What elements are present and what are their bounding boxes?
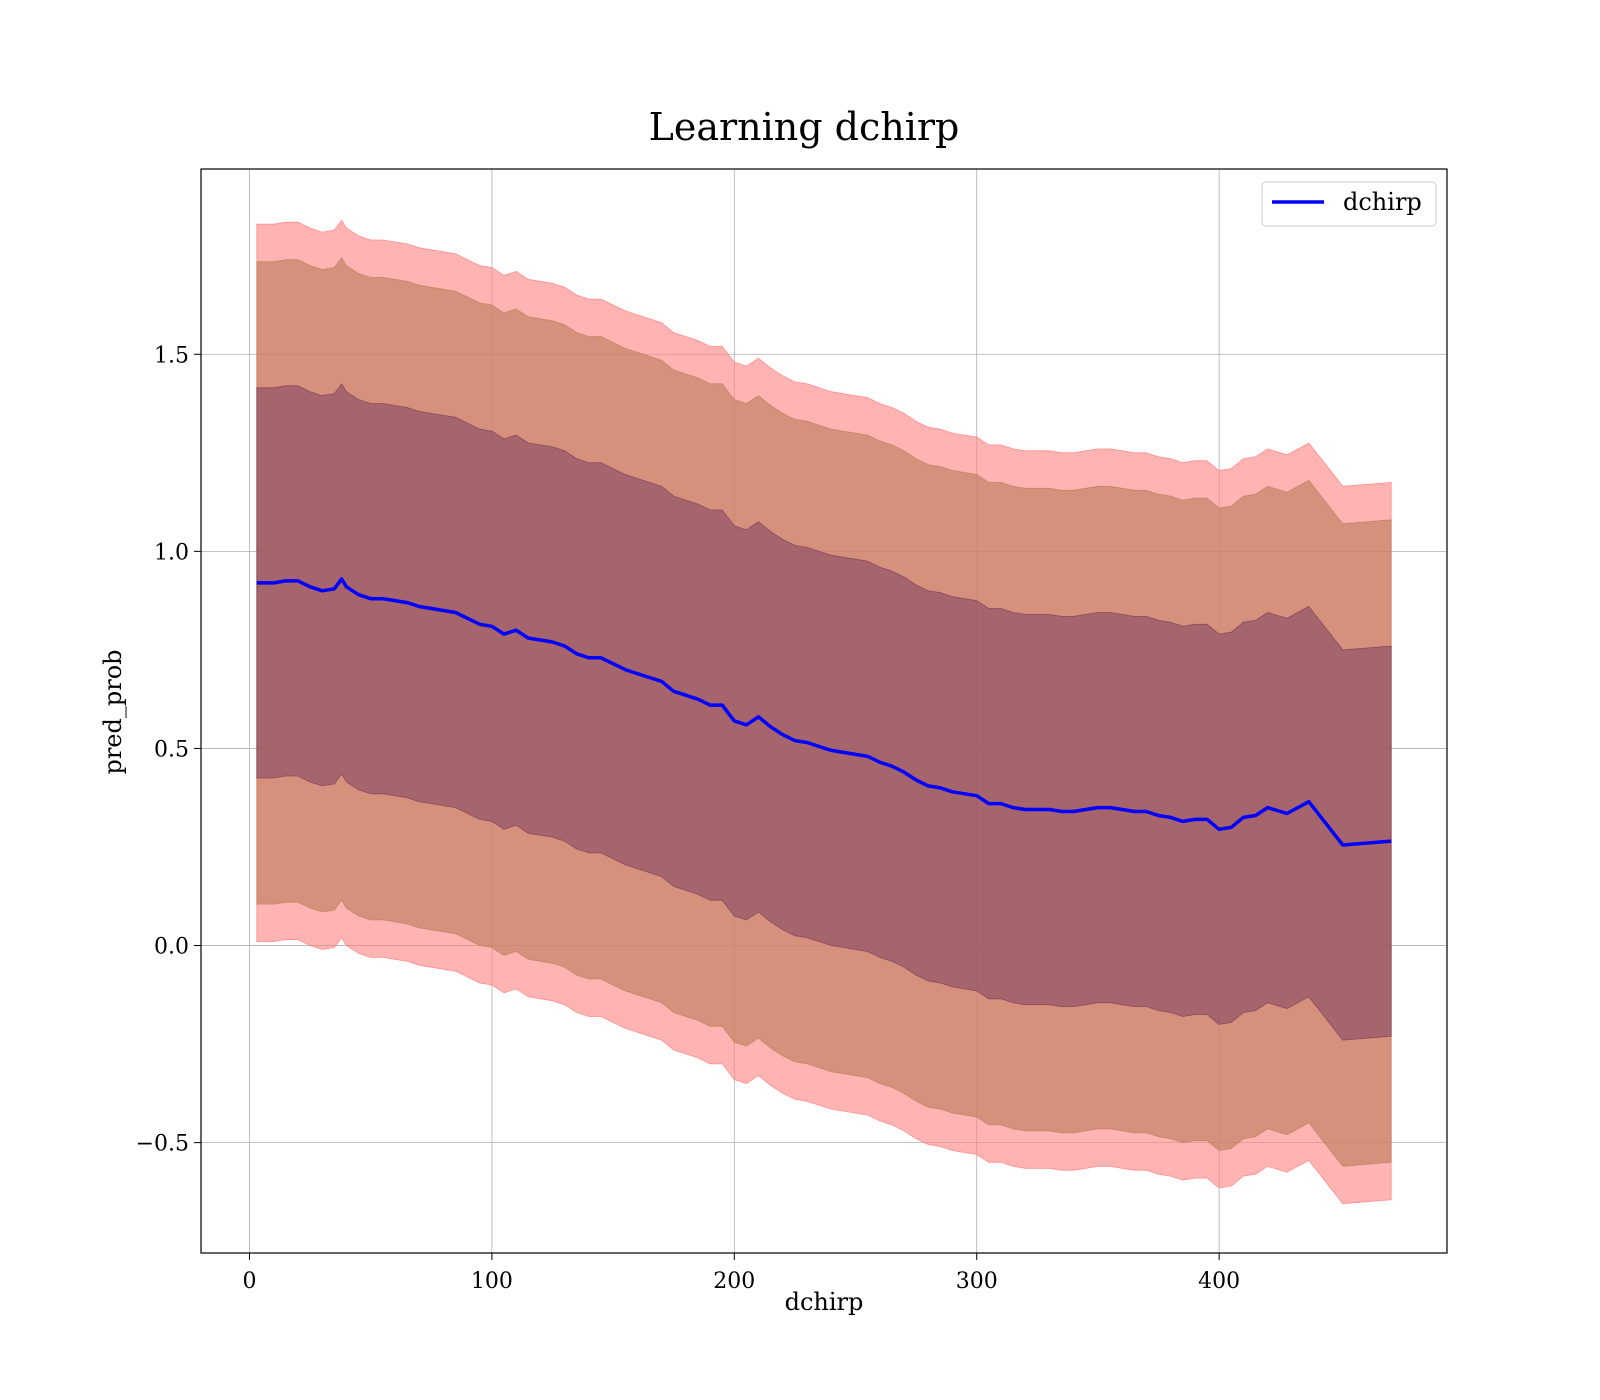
legend-label: dchirp — [1343, 188, 1422, 216]
x-tick-label: 0 — [242, 1269, 256, 1294]
confidence-bands — [256, 219, 1392, 1205]
legend-box — [1261, 181, 1437, 227]
series-line-dchirp — [256, 577, 1392, 847]
y-tick-label: 1.5 — [154, 343, 189, 368]
x-tick-label: 200 — [713, 1269, 755, 1294]
y-axis-label: pred_prob — [99, 649, 127, 774]
series-lines — [256, 577, 1392, 847]
y-tick-label: −0.5 — [136, 1132, 189, 1157]
x-tick-label: 300 — [956, 1269, 998, 1294]
y-tick-label: 0.5 — [154, 737, 189, 762]
y-tick-label: 1.0 — [154, 540, 189, 565]
chart-title: Learning dchirp — [649, 105, 960, 149]
confidence-band — [256, 383, 1392, 1041]
x-axis-label: dchirp — [785, 1288, 864, 1316]
y-tick-label: 0.0 — [154, 935, 189, 960]
x-tick-label: 400 — [1198, 1269, 1240, 1294]
plot-frame — [200, 168, 1448, 1254]
y-axis-ticks: −0.5 0.0 0.5 1.0 1.5 — [136, 343, 201, 1157]
x-axis-ticks: 0 100 200 300 400 — [242, 1253, 1240, 1294]
legend: dchirp — [1261, 181, 1437, 227]
x-tick-label: 100 — [471, 1269, 513, 1294]
